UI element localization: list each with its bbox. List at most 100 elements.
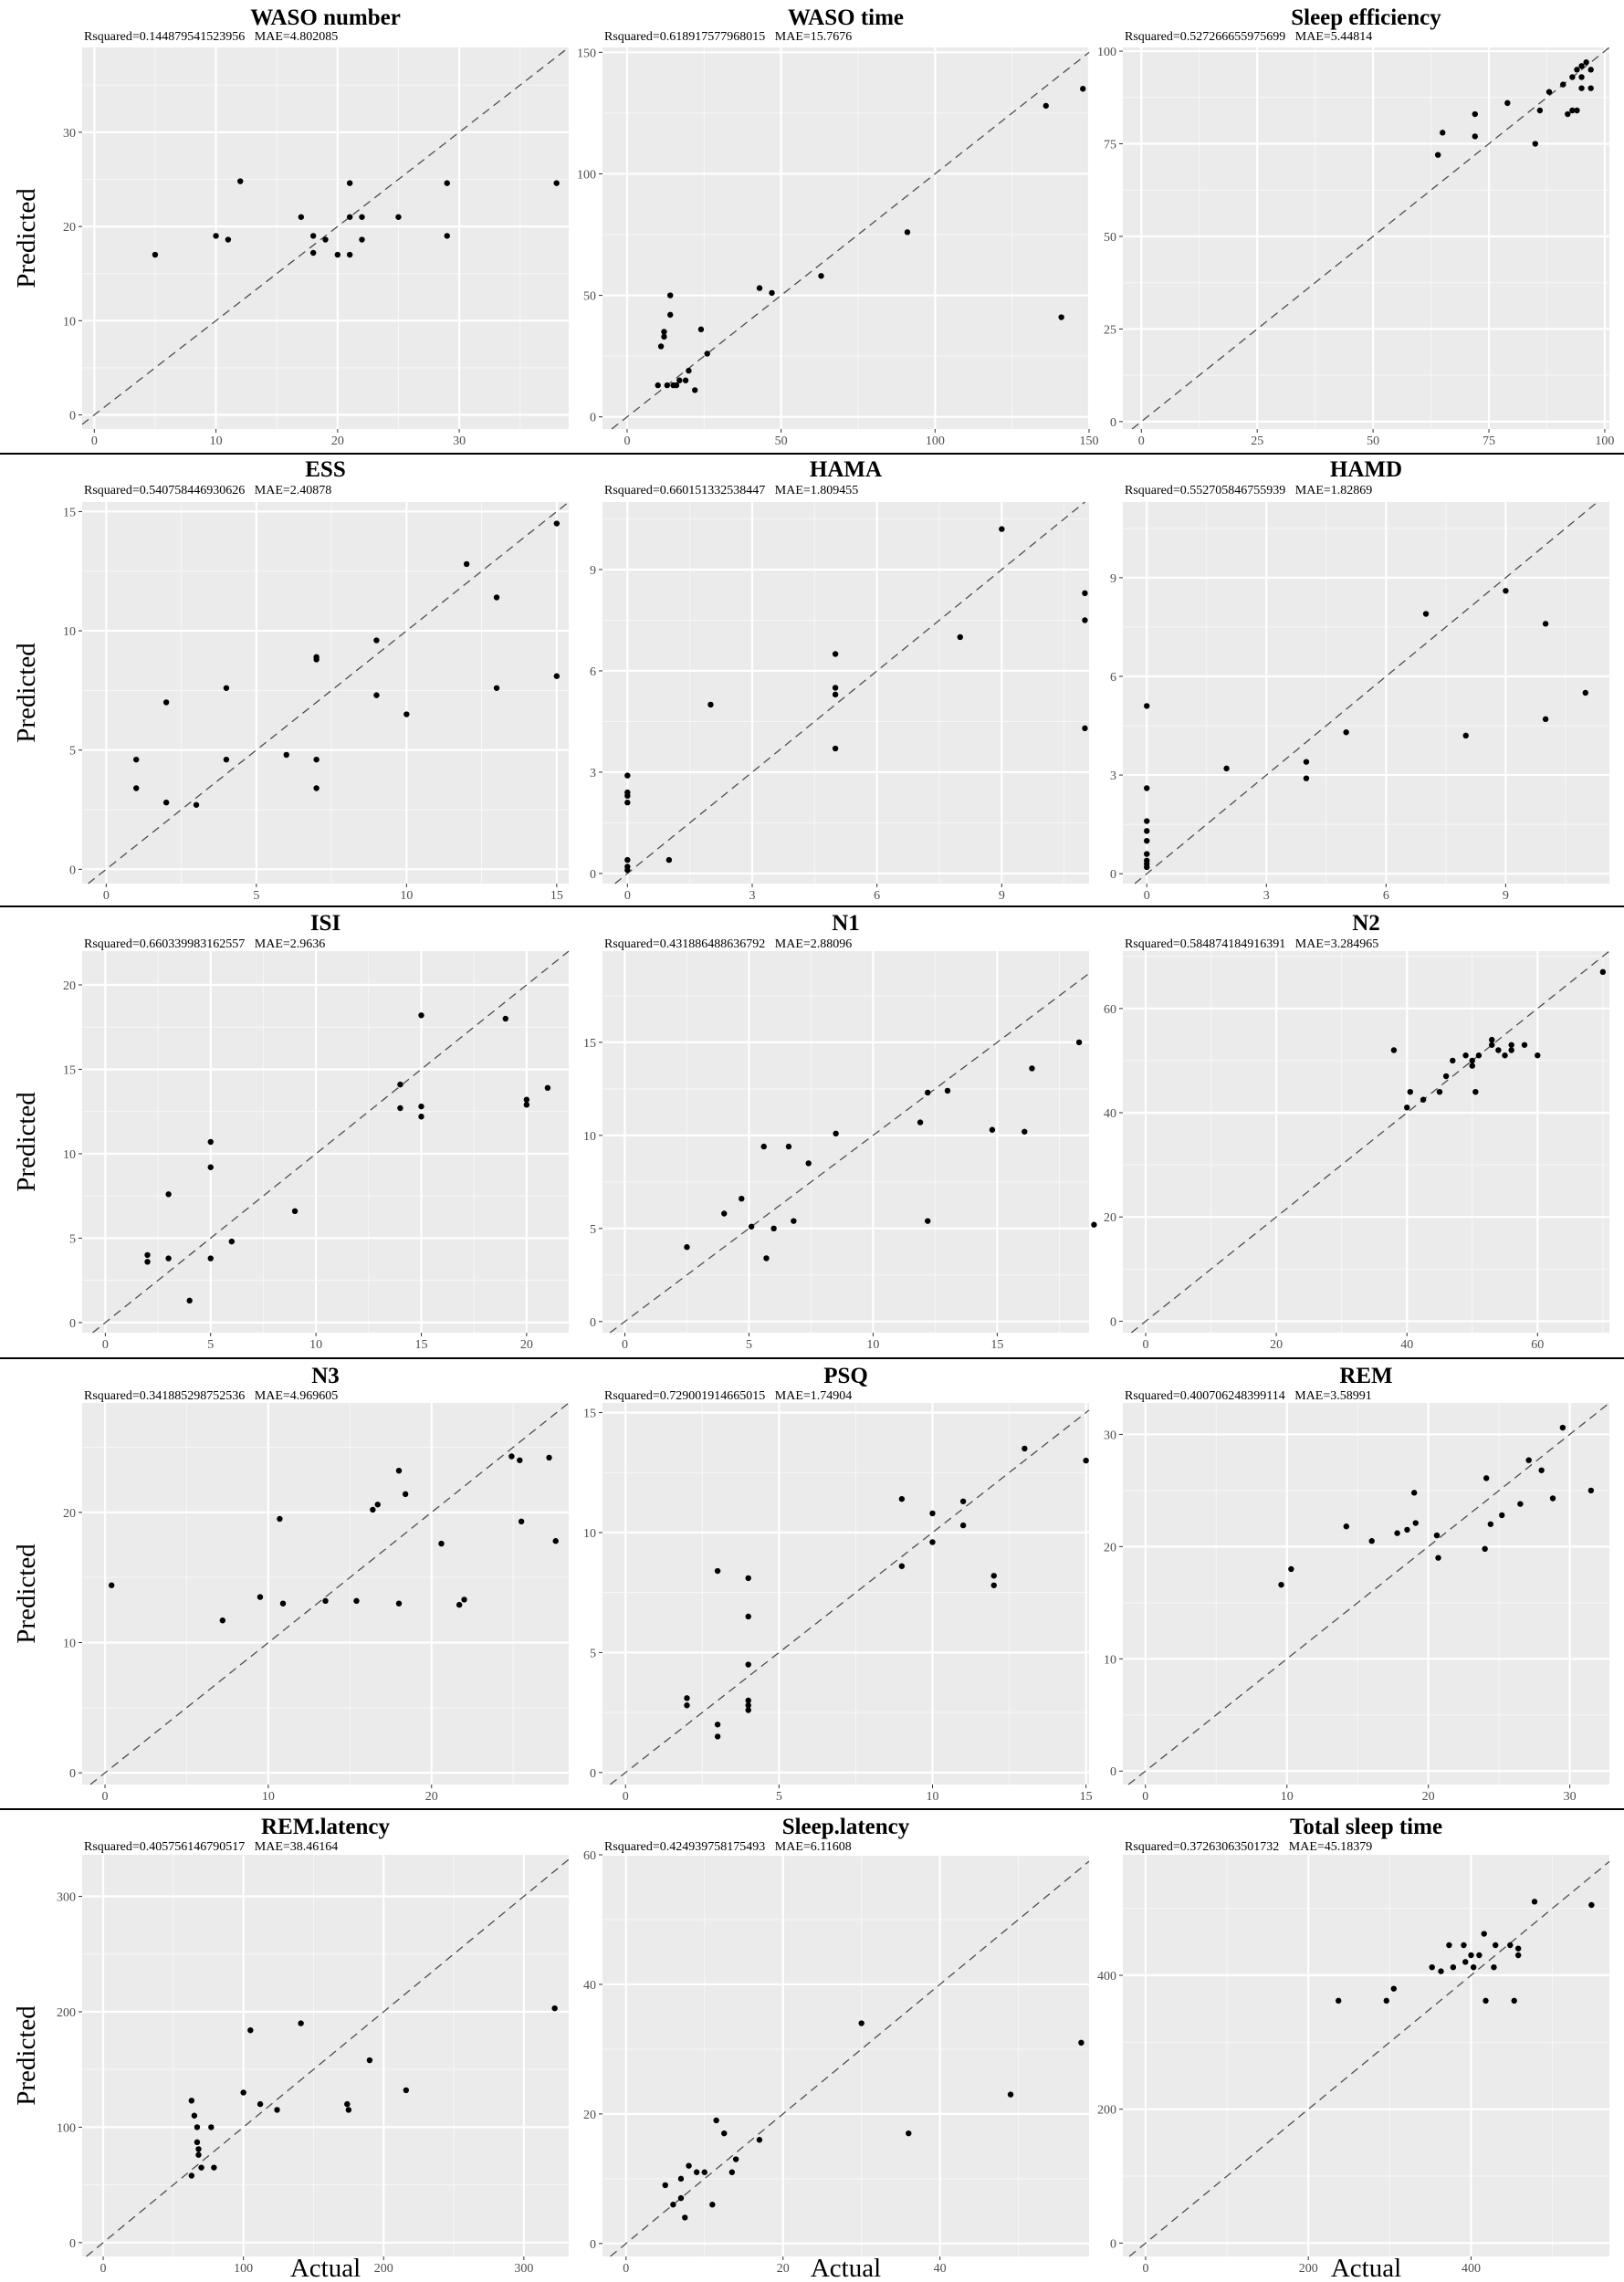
y-tick-label: 5	[69, 1232, 76, 1246]
data-point	[403, 711, 410, 717]
y-tick-label: 10	[1104, 1653, 1116, 1667]
y-tick-label: 60	[583, 1849, 596, 1863]
data-point	[552, 1538, 559, 1544]
data-point	[191, 2112, 198, 2119]
panel-stats: Rsquared=0.424939758175493 MAE=6.11608	[604, 1840, 852, 1854]
data-point	[904, 229, 911, 236]
data-point	[1536, 107, 1544, 114]
y-tick-label: 30	[1104, 1429, 1116, 1442]
data-point	[1599, 968, 1607, 976]
panel-isi: 0 5 10 15 20 0 5 10 15 20 ISIRsquared=0.6603399831…	[12, 911, 570, 1352]
data-point	[1462, 732, 1469, 739]
y-tick-label: 6	[1110, 671, 1116, 685]
data-point	[624, 800, 631, 806]
data-point	[240, 2089, 246, 2096]
data-point	[1469, 1062, 1475, 1069]
y-tick-label: 20	[63, 1507, 76, 1521]
data-point	[701, 2169, 707, 2175]
x-tick-label: 0	[1143, 1338, 1149, 1352]
x-tick-label: 50	[775, 434, 788, 448]
data-point	[374, 1502, 381, 1508]
identity-line	[1130, 950, 1610, 1334]
y-tick-label: 10	[63, 1637, 76, 1650]
y-tick-label: 0	[69, 864, 76, 877]
x-tick-label: 0	[623, 2262, 629, 2276]
data-point	[1542, 716, 1549, 723]
panel-stats: Rsquared=0.527266655975699 MAE=5.44814	[1125, 30, 1372, 44]
data-point	[508, 1453, 515, 1460]
data-point	[917, 1119, 924, 1125]
data-point	[1144, 785, 1150, 791]
y-tick-label: 10	[583, 1527, 596, 1541]
x-tick-label: 0	[1142, 1790, 1148, 1804]
y-tick-label: 15	[583, 1037, 596, 1051]
data-point	[818, 273, 824, 279]
y-tick-label: 100	[577, 168, 596, 182]
data-point	[684, 1244, 690, 1251]
data-point	[1582, 689, 1588, 696]
data-point	[219, 1617, 226, 1624]
panel-title: ISI	[310, 911, 341, 936]
y-tick-label: 15	[63, 1063, 76, 1077]
data-point	[756, 285, 763, 291]
data-point	[1461, 1942, 1467, 1949]
x-tick-label: 15	[1080, 1790, 1093, 1804]
data-point	[770, 1225, 777, 1232]
data-point	[518, 1518, 525, 1525]
y-tick-label: 75	[1104, 139, 1116, 152]
data-point	[1223, 765, 1230, 772]
data-point	[832, 685, 839, 691]
data-point	[898, 1495, 906, 1502]
data-point	[1489, 1042, 1495, 1048]
data-point	[402, 1491, 409, 1498]
data-point	[1483, 1475, 1490, 1481]
x-tick-label: 0	[623, 1790, 629, 1804]
plot-background	[82, 1855, 569, 2256]
data-point	[298, 214, 305, 220]
panel-stats: Rsquared=0.400706248399114 MAE=3.58991	[1125, 1389, 1372, 1403]
data-point	[313, 656, 320, 663]
y-tick-label: 400	[1097, 1970, 1116, 1984]
x-tick-label: 5	[746, 1338, 752, 1352]
x-tick-label: 0	[1144, 889, 1150, 903]
data-point	[1472, 110, 1478, 118]
data-point	[277, 1515, 283, 1523]
data-point	[739, 1195, 745, 1202]
panel-stats: Rsquared=0.618917577968015 MAE=15.7676	[604, 30, 852, 44]
y-tick-label: 200	[1097, 2104, 1116, 2118]
panel-title: ESS	[305, 457, 345, 482]
data-point	[373, 692, 380, 698]
data-point	[745, 1575, 751, 1582]
data-point	[769, 289, 775, 297]
data-point	[1278, 1581, 1284, 1588]
plot-background	[602, 1855, 1089, 2256]
data-point	[1583, 59, 1589, 66]
x-tick-label: 3	[749, 889, 756, 903]
panel-title: Sleep.latency	[782, 1815, 910, 1839]
x-tick-label: 15	[990, 1338, 1003, 1352]
y-tick-label: 40	[583, 1979, 596, 1993]
y-tick-label: 0	[69, 2237, 76, 2251]
data-point	[1422, 611, 1430, 617]
panel-psq: 0 5 10 15 0 5 10 15 PSQRsquared=0.72900191466501…	[583, 1364, 1093, 1804]
data-point	[728, 2169, 736, 2175]
x-tick-label: 10	[210, 434, 223, 448]
y-tick-label: 10	[63, 625, 76, 639]
x-tick-label: 10	[400, 889, 413, 903]
data-point	[283, 751, 289, 759]
x-tick-label: 150	[1080, 434, 1099, 448]
data-point	[714, 1733, 721, 1740]
data-point	[257, 2100, 264, 2108]
panel-title: REM	[1339, 1364, 1392, 1388]
data-point	[1493, 1942, 1499, 1949]
y-tick-label: 0	[69, 1317, 76, 1331]
data-point	[957, 633, 963, 641]
panel-stats: Rsquared=0.431886488636792 MAE=2.88096	[604, 937, 852, 951]
data-point	[418, 1103, 424, 1110]
x-tick-label: 25	[1251, 434, 1263, 448]
identity-line	[614, 501, 1085, 885]
plot-background	[602, 47, 1089, 429]
x-tick-label: 15	[414, 1338, 427, 1352]
data-point	[686, 367, 692, 374]
panel-title: N1	[832, 911, 860, 936]
